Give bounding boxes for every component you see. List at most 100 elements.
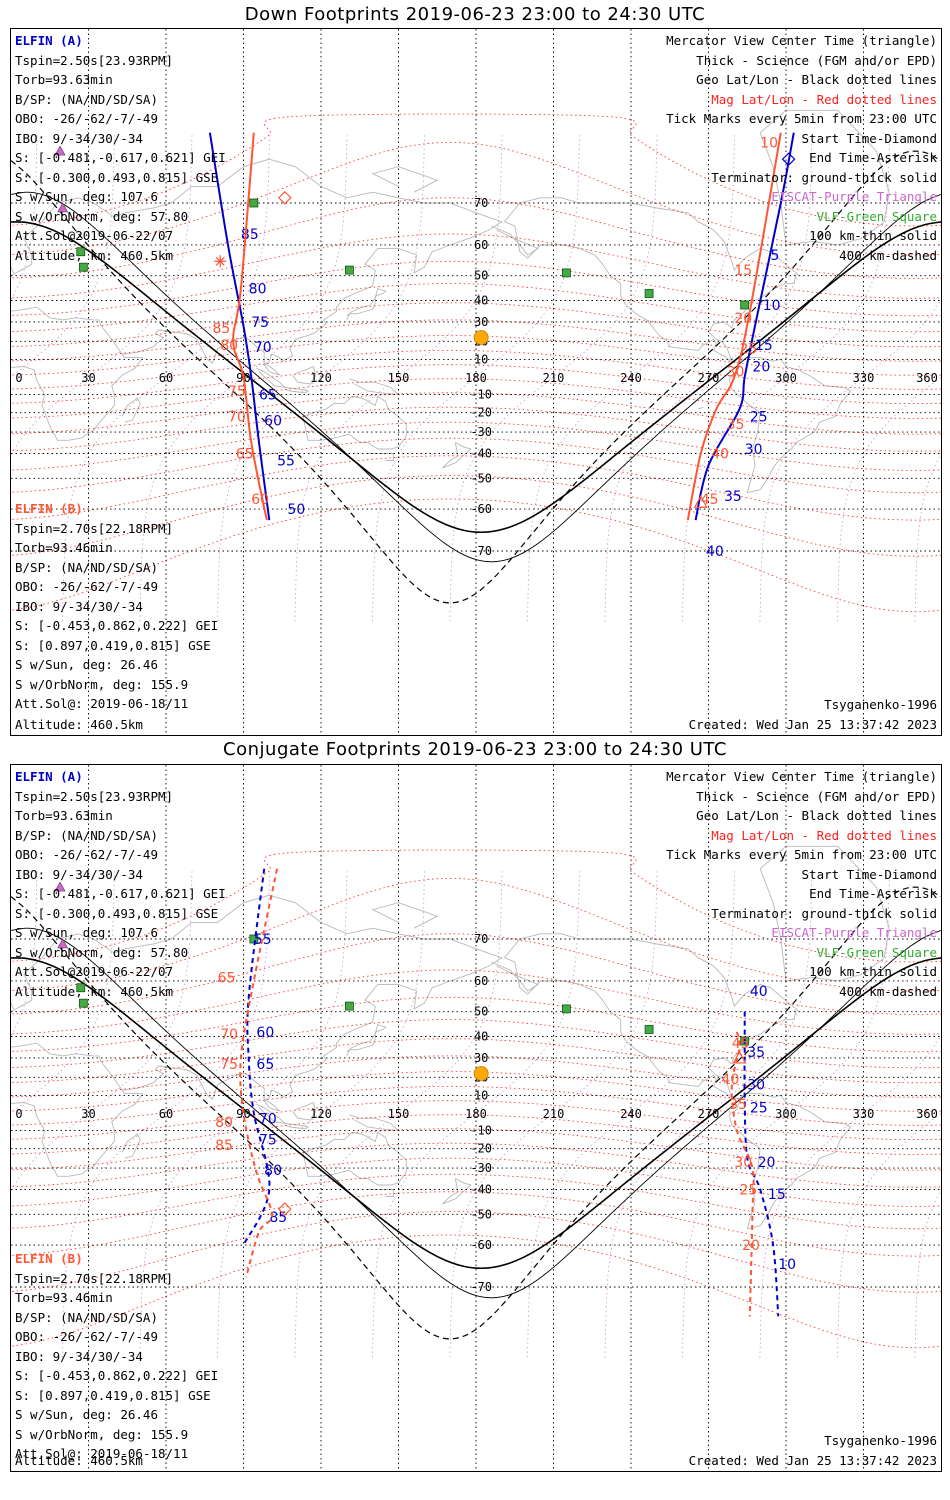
mag-lon-line <box>217 132 425 622</box>
mag-lat-line <box>11 1019 941 1069</box>
coastline <box>698 406 704 410</box>
lon-tick-label: 180 <box>465 1107 487 1121</box>
elfin-b-line: OBO: -26/-62/-7/-49 <box>15 1329 158 1344</box>
eiscat-station-icon <box>57 938 69 949</box>
lon-tick-label: 90 <box>236 1107 250 1121</box>
lat-tick-label: -30 <box>470 425 492 439</box>
elfin-b-altitude: Altitude: 460.5km <box>15 717 143 732</box>
panel-title-conjugate: Conjugate Footprints 2019-06-23 23:00 to… <box>223 739 727 760</box>
track-tick-label: 20 <box>742 1238 760 1254</box>
track-tick-label: 25 <box>750 1101 768 1117</box>
track-tick-label: 35 <box>747 1045 765 1061</box>
coastline <box>292 365 317 385</box>
track-tick-label: 40 <box>706 544 724 560</box>
lon-tick-label: 300 <box>775 1107 797 1121</box>
mag-lat-line <box>11 349 941 390</box>
elfin-a-line: Tspin=2.50s[23.93RPM] <box>15 788 174 804</box>
coastline <box>302 1131 407 1186</box>
track-tick-label: 35 <box>727 417 745 433</box>
view-triangle-icon <box>693 494 708 508</box>
coastline <box>11 894 503 1177</box>
lon-tick-label: 210 <box>543 371 565 385</box>
elfin-b-line: Torb=93.46min <box>15 1290 113 1305</box>
lat-tick-label: -50 <box>470 1207 492 1221</box>
track-tick-label: 20 <box>758 1155 776 1171</box>
track-tick-label: 5 <box>771 248 780 264</box>
mag-lon-line <box>294 868 503 1358</box>
elfin-a-line: Altitude, km: 460.5km <box>15 983 174 999</box>
lat-tick-label: -70 <box>470 1280 492 1294</box>
track-tick-label: 20 <box>752 359 770 375</box>
elfin-b-line: S: [0.897,0.419,0.815] GSE <box>15 1387 211 1403</box>
created-label: Created: Wed Jan 25 13:37:42 2023 <box>688 1453 937 1468</box>
elfin-track <box>239 868 279 1278</box>
elfin-a-line: Att.Sol@2019-06-22/07 <box>15 964 174 979</box>
elfin-a-line: B/SP: (NA/ND/SD/SA) <box>15 91 158 107</box>
map-panel-down: 0 30 60 90 120 150 180 210 240 270 300 330 360 70 60 50… <box>10 28 942 736</box>
mag-lon-line <box>604 132 813 622</box>
coastline <box>292 1101 317 1121</box>
coastline <box>371 166 439 193</box>
vlf-station-icon <box>740 300 750 310</box>
mag-lon-line <box>604 868 813 1358</box>
elfin-b-line: S: [-0.453,0.862,0.222] GEI <box>15 1368 219 1383</box>
track-tick-label: 65 <box>259 388 277 404</box>
vlf-station-icon <box>345 1001 354 1011</box>
mag-lon-line <box>527 132 735 622</box>
lon-tick-label: 360 <box>916 371 938 385</box>
coastline <box>491 961 539 992</box>
elfin-b-line: Torb=93.46min <box>15 540 113 555</box>
legend-line: 400 km-dashed <box>839 247 937 263</box>
legend-line: EISCAT-Purple Triangle <box>771 189 937 204</box>
track-tick-label: 25 <box>740 1182 758 1198</box>
elfin-a-name: ELFIN (A) <box>15 33 83 48</box>
track-tick-label: 30 <box>734 1155 752 1171</box>
coastline <box>759 109 890 246</box>
vlf-station-icon <box>345 265 354 275</box>
vlf-station-icon <box>644 1025 654 1034</box>
lon-tick-label: 150 <box>388 1107 410 1121</box>
lat-tick-label: -60 <box>470 502 492 516</box>
track-tick-label: 70 <box>228 409 246 425</box>
lon-tick-label: 120 <box>310 371 332 385</box>
elfin-a-line: IBO: 9/-34/30/-34 <box>15 130 143 146</box>
map-svg-conjugate: 0 30 60 90 120 150 180 210 240 270 300 330 360 70 60 50… <box>11 765 941 1471</box>
elfin-a-line: OBO: -26/-62/-7/-49 <box>15 847 158 862</box>
elfin-b-info: ELFIN (B) Tspin=2.70s[22.18RPM] Torb=93.… <box>15 499 218 714</box>
mag-lon-line <box>372 868 580 1358</box>
elfin-b-line: S w/OrbNorm, deg: 155.9 <box>15 1426 189 1442</box>
model-label: Tsyganenko-1996 <box>824 1433 937 1448</box>
elfin-b-line: S w/Sun, deg: 26.46 <box>15 657 158 672</box>
legend-line: End Time-Asterisk <box>809 150 937 165</box>
track-tick-label: 15 <box>768 1187 786 1203</box>
lon-tick-label: 270 <box>698 1107 720 1121</box>
legend-line: Geo Lat/Lon - Black dotted lines <box>696 72 937 87</box>
legend-line: Start Time-Diamond <box>801 866 937 882</box>
track-tick-label: 60 <box>251 492 269 508</box>
elfin-track <box>694 132 795 521</box>
track-tick-label: 45 <box>732 1036 750 1052</box>
legend-line: 100 km-thin solid <box>809 228 937 243</box>
track-tick-label: 65 <box>218 970 236 986</box>
elfin-a-line: Torb=93.63min <box>15 808 113 823</box>
created-label: Created: Wed Jan 25 13:37:42 2023 <box>688 717 937 732</box>
elfin-a-line: S w/OrbNorm, deg: 57.80 <box>15 208 189 224</box>
track-tick-label: 75 <box>259 1133 277 1149</box>
elfin-track <box>242 868 271 1246</box>
lat-tick-label: -50 <box>470 471 492 485</box>
legend-line: Terminator: ground-thick solid <box>711 905 937 921</box>
vlf-station-icon <box>644 289 654 298</box>
mag-lat-line <box>11 260 941 317</box>
track-tick-label: 10 <box>763 298 781 314</box>
elfin-b-line: B/SP: (NA/ND/SD/SA) <box>15 559 158 575</box>
elfin-track <box>743 1011 780 1317</box>
terminator-400km <box>11 150 941 604</box>
mag-lat-line <box>11 113 941 227</box>
elfin-b-line: Att.Sol@: 2019-06-18/11 <box>15 1446 189 1461</box>
mag-lat-line <box>11 319 941 362</box>
lat-tick-label: 10 <box>474 352 488 366</box>
mag-lon-line <box>11 132 193 456</box>
vlf-station-icon <box>78 998 88 1008</box>
vlf-station-icon <box>76 983 86 993</box>
mag-lon-line <box>682 132 890 622</box>
